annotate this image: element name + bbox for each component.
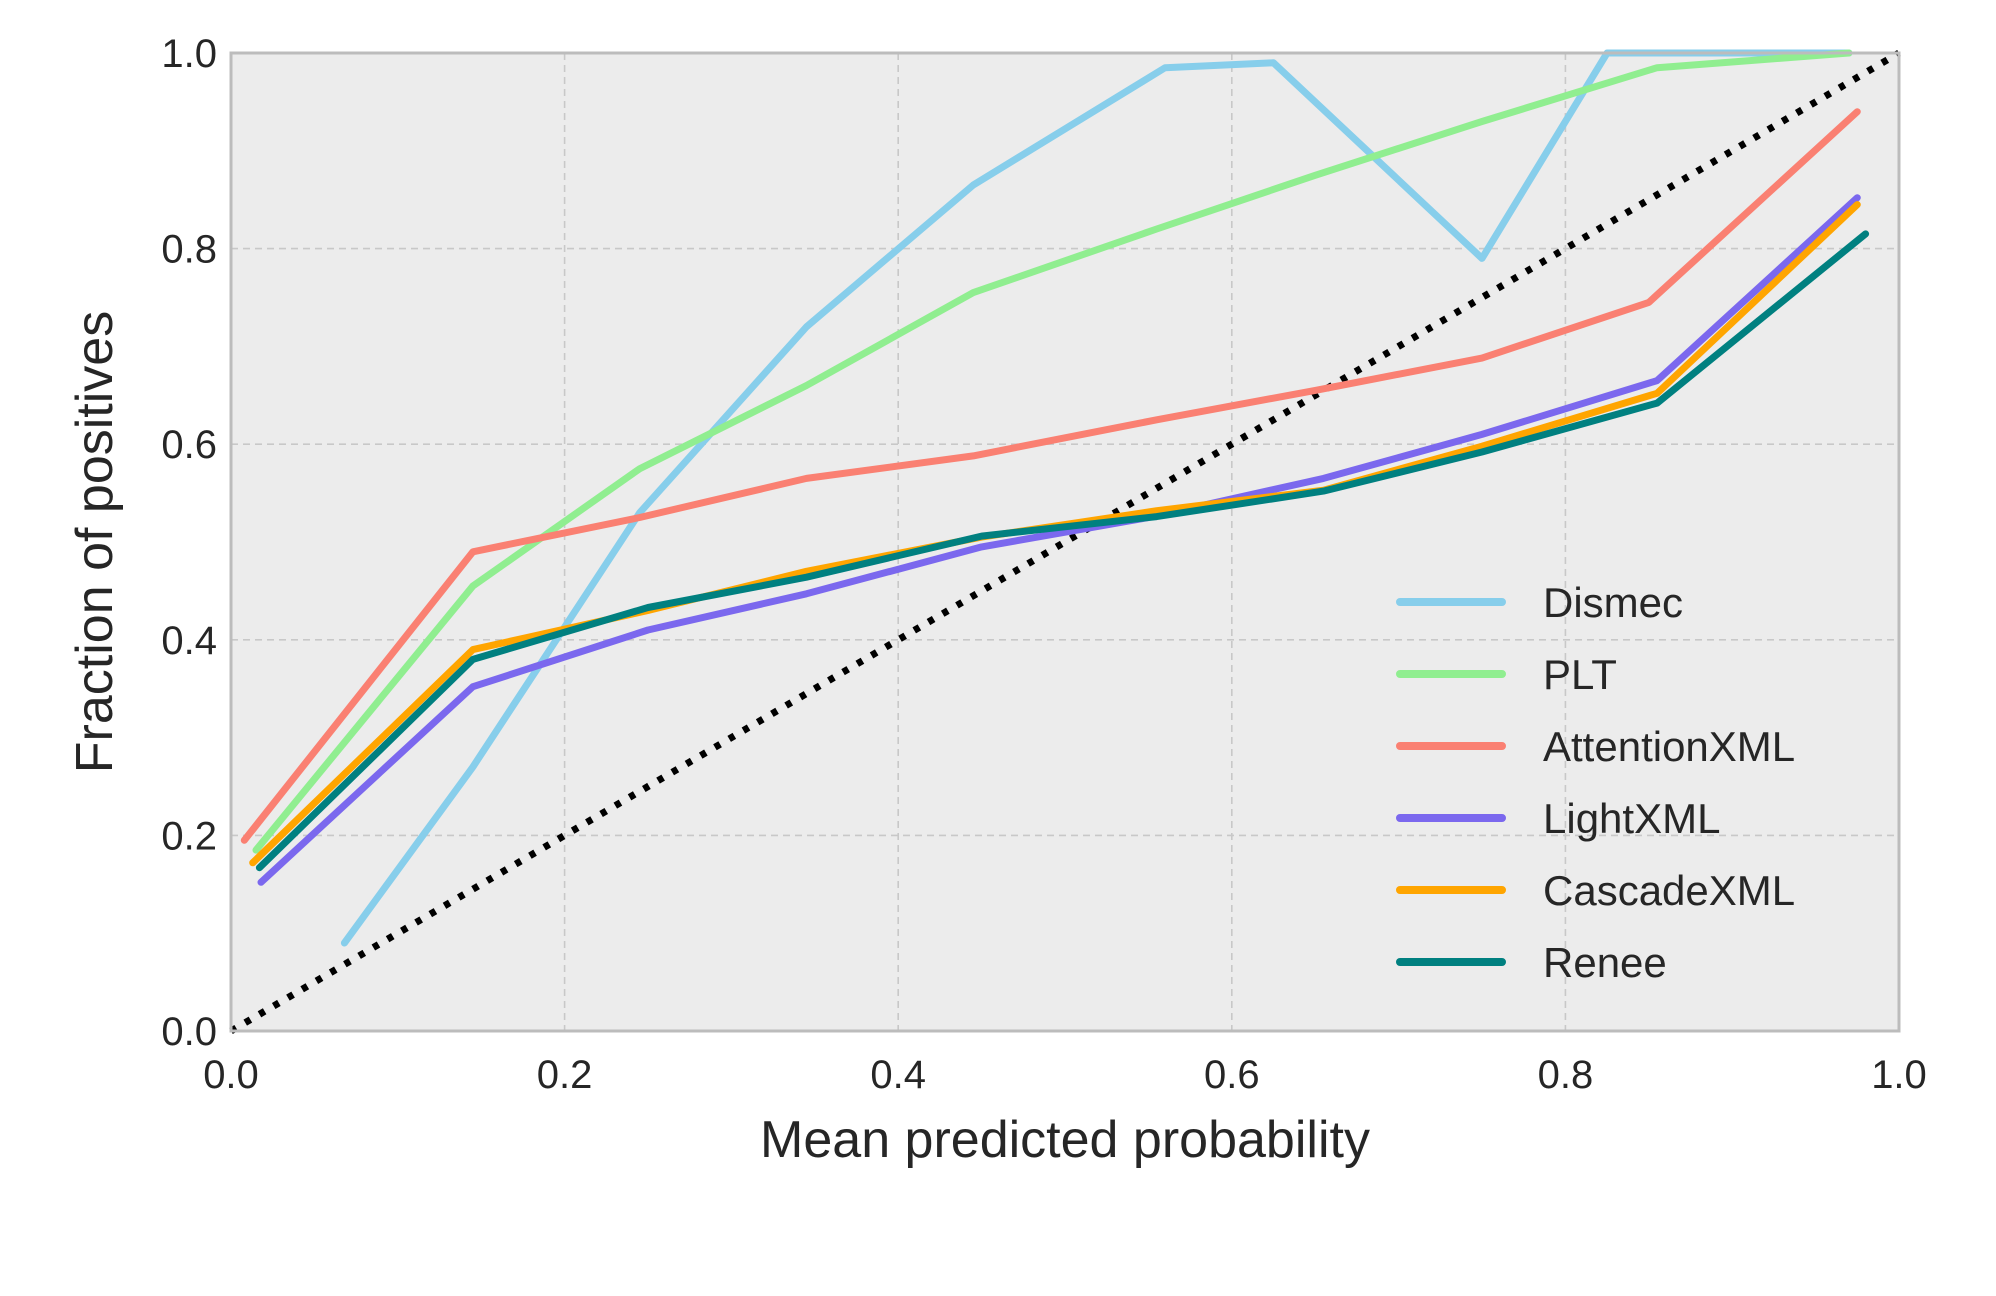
y-tick-label: 0.8 [161,228,217,272]
series-lines [240,49,1870,947]
grid-lines [231,53,1899,1031]
plot-frame [229,51,1901,1033]
y-tick-label: 0.0 [161,1010,217,1054]
x-tick-label: 0.2 [537,1053,593,1097]
y-axis-title: Fraction of positives [66,311,124,773]
x-tick-label: 0.6 [1204,1053,1260,1097]
x-tick-label: 0.4 [870,1053,926,1097]
y-axis-ticks: 0.0 0.2 0.4 0.6 0.8 1.0 [161,32,217,1054]
x-axis-title: Mean predicted probability [760,1111,1370,1169]
legend-label-cascadexml: CascadeXML [1543,867,1795,914]
series-line-attentionxml [240,108,1861,844]
x-axis-ticks: 0.0 0.2 0.4 0.6 0.8 1.0 [203,1053,1927,1097]
legend-label-renee: Renee [1543,939,1667,986]
y-tick-label: 1.0 [161,32,217,76]
series-line-lightxml [257,194,1861,886]
x-tick-label: 1.0 [1871,1053,1927,1097]
y-tick-label: 0.6 [161,423,217,467]
legend-label-dismec: Dismec [1543,579,1683,626]
legend-label-attentionxml: AttentionXML [1543,723,1795,770]
legend: Dismec PLT AttentionXML LightXML CascadeXML R… [1396,579,1795,986]
x-tick-label: 0.8 [1538,1053,1594,1097]
y-tick-label: 0.2 [161,814,217,858]
x-tick-label: 0.0 [203,1053,259,1097]
legend-label-plt: PLT [1543,651,1617,698]
series-line-plt [252,49,1853,854]
y-tick-label: 0.4 [161,619,217,663]
legend-label-lightxml: LightXML [1543,795,1720,842]
series-line-renee [255,230,1870,872]
